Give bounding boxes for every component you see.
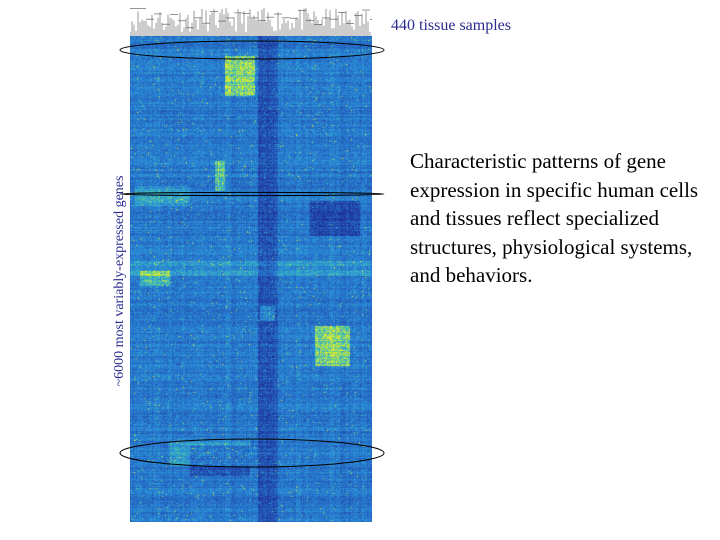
expression-heatmap: [130, 36, 372, 522]
figure-caption: Characteristic patterns of gene expressi…: [410, 149, 699, 287]
dendrogram-branches: [130, 8, 372, 38]
sample-dendrogram: [130, 8, 372, 38]
samples-axis-label: 440 tissue samples: [391, 17, 511, 34]
genes-axis-label: ~6000 most variably-expressed genes: [112, 175, 127, 387]
